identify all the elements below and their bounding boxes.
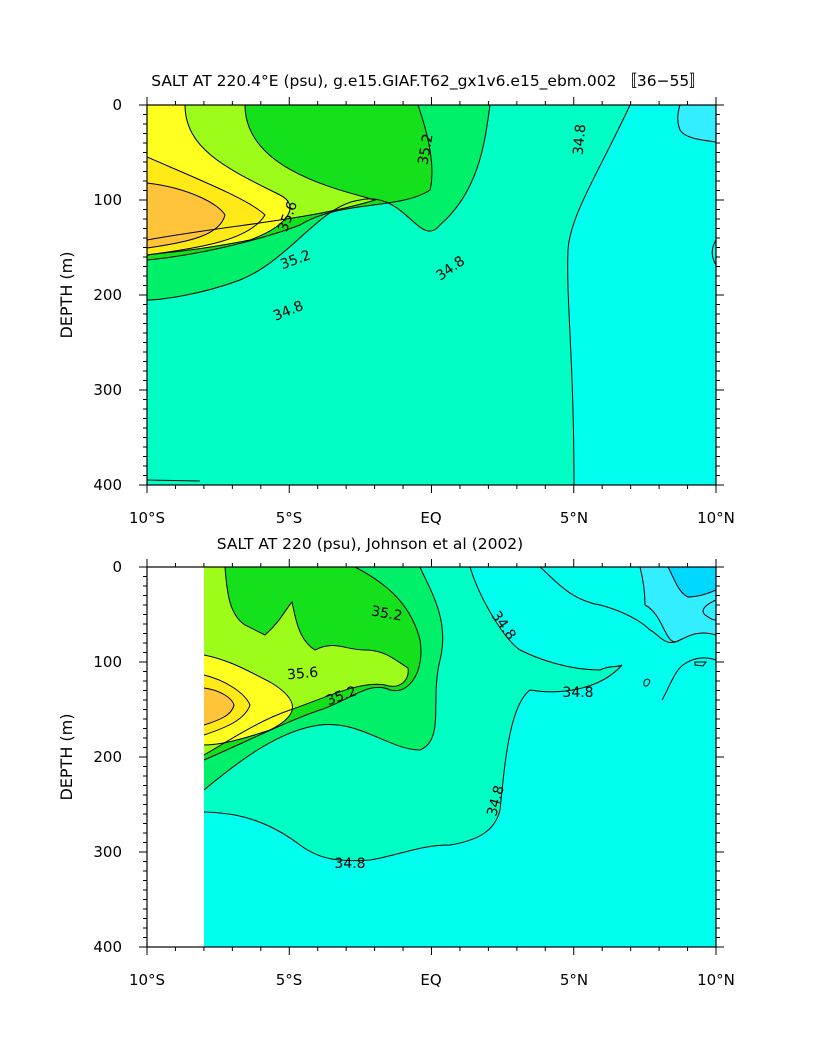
- bottom-contour-label: 35.6: [286, 665, 319, 684]
- bottom-y-tick-label: 200: [93, 748, 122, 766]
- top-axis-ticks: [139, 97, 724, 493]
- top-x-tick-label: 10°N: [697, 509, 735, 527]
- bottom-contour: [203, 654, 293, 746]
- bottom-axis-ticks: [139, 559, 724, 955]
- bottom-contour: [539, 567, 716, 644]
- top-fill-cyan-patch: [677, 105, 716, 142]
- top-panel: SALT AT 220.4°E (psu), g.e15.GIAF.T62_gx…: [57, 72, 735, 527]
- bottom-contour-label: 35.2: [370, 603, 403, 624]
- bottom-contour: [661, 657, 716, 701]
- top-contour: [147, 479, 201, 482]
- bottom-contour: [639, 567, 681, 643]
- bottom-x-tick-label: EQ: [420, 971, 441, 989]
- top-contour-label: 34.8: [571, 123, 590, 155]
- bottom-title: SALT AT 220 (psu), Johnson et al (2002): [217, 535, 523, 553]
- top-y-tick-label: 300: [93, 381, 122, 399]
- bottom-contour: [203, 567, 409, 756]
- bottom-x-tick-label: 10°S: [129, 971, 165, 989]
- bottom-contour: [667, 567, 716, 598]
- bottom-y-tick-label: 0: [112, 558, 122, 576]
- top-x-tick-label: 5°N: [560, 509, 588, 527]
- bottom-x-tick-label: 5°N: [560, 971, 588, 989]
- top-fill-36-0: [147, 183, 225, 248]
- top-contour: [147, 105, 491, 301]
- top-y-tick-label: 400: [93, 476, 122, 494]
- bottom-contour: [702, 599, 716, 621]
- bottom-y-tick-label: 300: [93, 843, 122, 861]
- bottom-contour-label: 34.8: [334, 856, 365, 872]
- bottom-contour: [203, 567, 444, 791]
- top-contour: [711, 239, 716, 266]
- top-x-tick-labels: 10°S 5°S EQ 5°N 10°N: [129, 509, 735, 527]
- bottom-y-axis-label: DEPTH (m): [57, 713, 76, 800]
- bottom-contour-labels: 35.6 35.2 35.2 34.8 34.8 34.8 34.8: [286, 603, 593, 872]
- top-contour-lines: [147, 105, 716, 485]
- bottom-contour-label: 34.8: [562, 685, 593, 701]
- top-y-tick-label: 0: [112, 96, 122, 114]
- top-y-tick-labels: 0 100 200 300 400: [93, 96, 122, 494]
- bottom-panel: SALT AT 220 (psu), Johnson et al (2002): [57, 535, 735, 989]
- bottom-contour-fills: [147, 567, 716, 947]
- bottom-x-tick-labels: 10°S 5°S EQ 5°N 10°N: [129, 971, 735, 989]
- bottom-x-tick-label: 10°N: [697, 971, 735, 989]
- top-contour: [567, 105, 631, 485]
- top-contour: [147, 105, 377, 241]
- top-contour: [147, 105, 291, 256]
- top-contour: [147, 156, 266, 256]
- bottom-contour: [203, 567, 623, 862]
- bottom-x-tick-label: 5°S: [276, 971, 303, 989]
- bottom-contour-label: 34.8: [484, 784, 508, 818]
- top-x-tick-label: EQ: [420, 509, 441, 527]
- top-contour: [147, 105, 433, 261]
- top-x-tick-label: 10°S: [129, 509, 165, 527]
- bottom-contour-lines: [203, 567, 716, 862]
- bottom-contour: [643, 678, 651, 687]
- top-contour: [147, 182, 226, 249]
- bottom-contour: [203, 674, 251, 736]
- top-contour: [677, 105, 716, 143]
- top-y-axis-label: DEPTH (m): [57, 251, 76, 338]
- bottom-y-tick-label: 100: [93, 653, 122, 671]
- top-title: SALT AT 220.4°E (psu), g.e15.GIAF.T62_gx…: [151, 72, 705, 91]
- bottom-y-tick-label: 400: [93, 938, 122, 956]
- bottom-fill-36-0: [204, 688, 234, 725]
- bottom-y-tick-labels: 0 100 200 300 400: [93, 558, 122, 956]
- bottom-contour: [694, 661, 707, 667]
- bottom-contour: [203, 687, 235, 726]
- bottom-contour: [203, 567, 422, 761]
- bottom-fill-missing: [147, 567, 204, 947]
- top-contour-label: 35.2: [415, 133, 436, 166]
- top-x-tick-label: 5°S: [276, 509, 303, 527]
- top-y-tick-label: 200: [93, 286, 122, 304]
- top-y-tick-label: 100: [93, 191, 122, 209]
